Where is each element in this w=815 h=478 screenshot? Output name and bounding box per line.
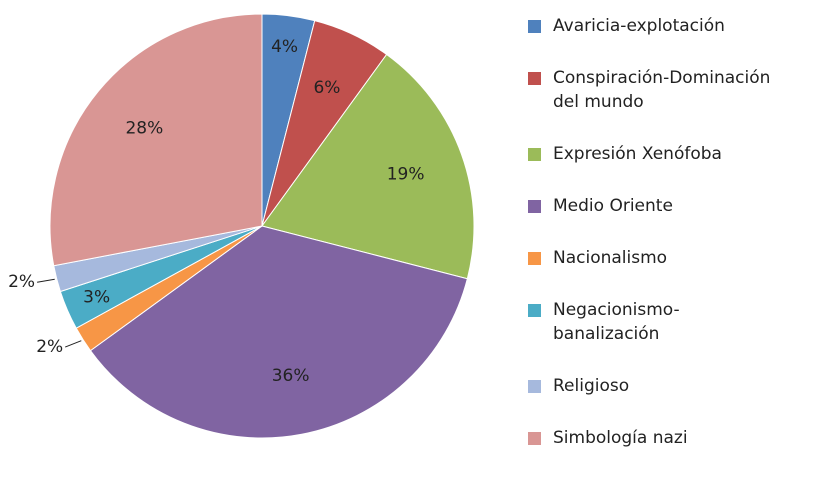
legend-label: Negacionismo- banalización (553, 300, 680, 344)
leader-line (37, 278, 55, 283)
legend-swatch (528, 432, 541, 445)
legend: Avaricia-explotación Conspiración-Dominac… (528, 14, 813, 478)
data-label: 2% (8, 272, 35, 292)
leader-line (64, 340, 82, 348)
legend-swatch (528, 200, 541, 213)
data-label: 28% (125, 119, 163, 139)
legend-item: Religioso (528, 374, 813, 398)
legend-swatch (528, 380, 541, 393)
legend-item: Expresión Xenófoba (528, 142, 813, 166)
data-label: 2% (36, 337, 63, 357)
legend-label: Medio Oriente (553, 196, 673, 216)
pie-slice (49, 13, 263, 267)
legend-item: Avaricia-explotación (528, 14, 813, 38)
legend-swatch (528, 72, 541, 85)
legend-item: Medio Oriente (528, 194, 813, 218)
page: 4% 6% 19% 36% 2% 3% 2% 28% Avaricia-explotación… (8, 13, 771, 448)
legend-label: Avaricia-explotación (553, 16, 725, 36)
legend-item: Negacionismo- banalización (528, 298, 813, 346)
legend-label: Nacionalismo (553, 248, 668, 268)
legend-label: Religioso (553, 376, 630, 396)
legend-swatch (528, 252, 541, 265)
data-label: 6% (313, 78, 340, 98)
legend-swatch (528, 20, 541, 33)
legend-item: Nacionalismo (528, 246, 813, 270)
legend-label: Expresión Xenófoba (553, 144, 722, 164)
data-label: 36% (272, 366, 310, 386)
legend-swatch (528, 148, 541, 161)
pie-slice (261, 53, 475, 280)
legend-item: Simbología nazi (528, 426, 813, 450)
legend-swatch (528, 304, 541, 317)
pie-slice (89, 225, 468, 439)
legend-item: Conspiración-Dominación del mundo (528, 66, 813, 114)
legend-label: Simbología nazi (553, 428, 688, 448)
legend-label: Conspiración-Dominación del mundo (553, 68, 771, 112)
data-label: 19% (387, 164, 425, 184)
chart: 4% 6% 19% 36% 2% 3% 2% 28% (8, 13, 475, 439)
data-label: 4% (271, 37, 298, 57)
data-label: 3% (83, 288, 110, 308)
